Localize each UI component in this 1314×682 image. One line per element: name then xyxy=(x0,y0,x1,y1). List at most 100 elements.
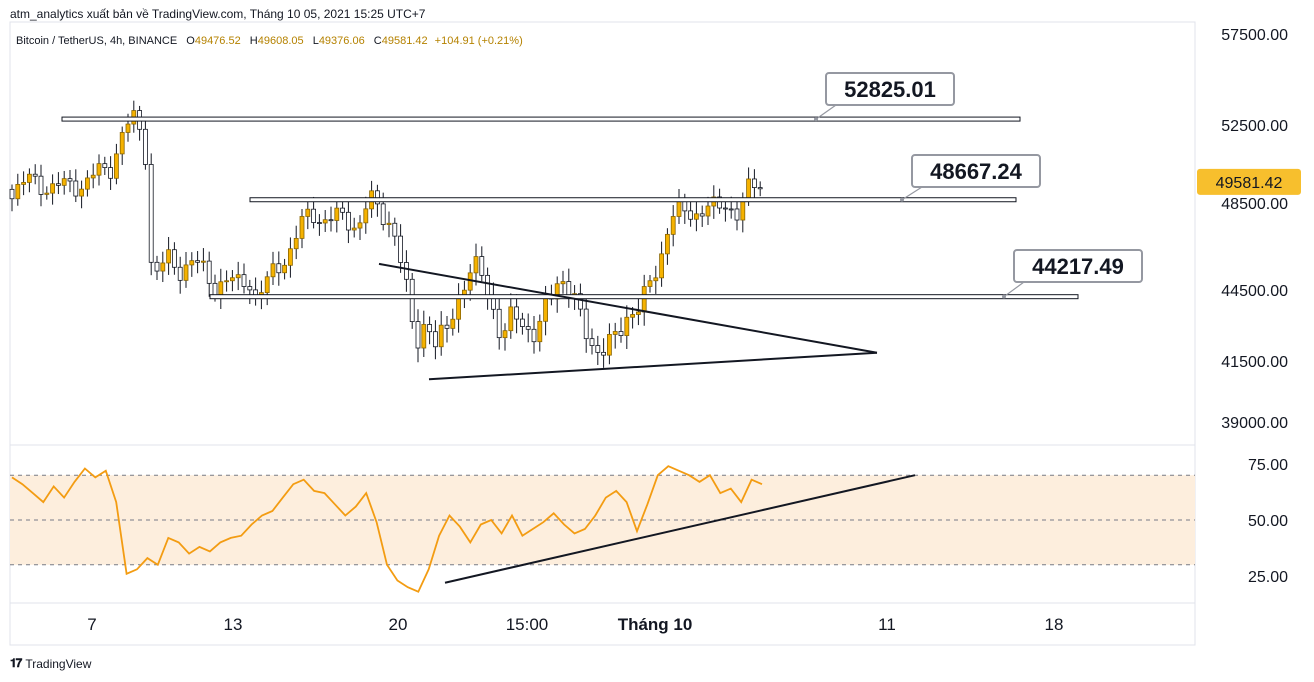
candle-down xyxy=(177,266,183,281)
last-price-label: 49581.42 xyxy=(1216,175,1283,192)
candle-up xyxy=(386,222,392,225)
last-price-tag xyxy=(1197,168,1301,195)
candle-down xyxy=(148,164,154,263)
candle-up xyxy=(694,213,699,220)
candle-up xyxy=(160,262,166,272)
candle-up xyxy=(705,205,711,217)
candle-up xyxy=(200,260,206,263)
candle-up xyxy=(630,314,635,318)
low-value: 49376.06 xyxy=(318,35,365,47)
candle-down xyxy=(9,188,15,200)
candle-down xyxy=(276,263,282,274)
candle-up xyxy=(456,296,462,320)
change-value: +104.91 (+0.21%) xyxy=(434,35,523,47)
candle-up xyxy=(357,222,363,229)
rsi-tick-label: 75.00 xyxy=(1248,457,1288,474)
callout-anchor xyxy=(900,197,904,202)
price-tick-label: 39000.00 xyxy=(1221,415,1288,432)
candle-up xyxy=(636,311,641,315)
level-callout-label: 48667.24 xyxy=(930,159,1023,184)
candle-down xyxy=(717,196,722,209)
candle-up xyxy=(183,264,189,281)
candle-down xyxy=(403,262,409,280)
level-callout-box xyxy=(825,72,955,106)
high-value: 49608.05 xyxy=(257,35,304,47)
candle-down xyxy=(409,278,415,322)
candle-down xyxy=(195,260,201,263)
candle-up xyxy=(26,173,32,183)
candle-up xyxy=(467,272,473,291)
candle-up xyxy=(421,324,427,349)
candle-down xyxy=(583,308,589,340)
brand-name: TradingView xyxy=(25,656,92,671)
horizontal-level xyxy=(61,116,1021,122)
candle-down xyxy=(241,274,247,287)
candle-down xyxy=(485,274,491,297)
candle-up xyxy=(351,227,357,231)
triangle-upper-line xyxy=(378,262,878,354)
candle-down xyxy=(32,173,38,177)
candle-down xyxy=(531,328,537,343)
time-tick-label: Tháng 10 xyxy=(618,615,693,634)
symbol-info-bar: Bitcoin / TetherUS, 4h, BINANCE O49476.5… xyxy=(16,35,523,47)
candle-down xyxy=(601,351,606,356)
symbol-name[interactable]: Bitcoin / TetherUS, 4h, BINANCE xyxy=(16,35,178,47)
level-callout-box xyxy=(1013,249,1143,283)
candle-down xyxy=(757,187,763,190)
candle-up xyxy=(85,177,90,190)
candle-down xyxy=(67,178,73,182)
open-label: O xyxy=(186,35,195,47)
candle-down xyxy=(688,210,693,220)
candle-down xyxy=(311,208,317,223)
candle-down xyxy=(247,286,253,291)
candle-up xyxy=(508,306,514,332)
candle-up xyxy=(264,276,270,294)
candle-down xyxy=(56,183,61,186)
candle-up xyxy=(670,216,676,235)
open-value: 49476.52 xyxy=(194,35,241,47)
callout-anchor xyxy=(1002,294,1006,299)
price-tick-label: 41500.00 xyxy=(1221,354,1288,371)
candle-up xyxy=(287,248,293,266)
price-tick-label: 44500.00 xyxy=(1221,283,1288,300)
candle-up xyxy=(114,153,119,179)
candle-up xyxy=(96,163,102,176)
candle-down xyxy=(212,282,218,296)
callout-anchor xyxy=(814,117,818,122)
time-tick-label: 13 xyxy=(224,615,243,634)
candle-up xyxy=(537,320,543,343)
candle-up xyxy=(293,238,299,250)
callout-pointer xyxy=(901,186,923,201)
candle-up xyxy=(653,277,659,282)
publisher-line: atm_analytics xuất bản về TradingView.co… xyxy=(10,7,426,21)
candle-down xyxy=(154,261,160,272)
footer-brand: 𝟏𝟕 TradingView xyxy=(10,656,91,671)
candle-up xyxy=(502,330,508,339)
triangle-lower-line xyxy=(428,351,878,381)
candle-down xyxy=(520,318,525,327)
candle-down xyxy=(444,324,450,329)
close-value: 49581.42 xyxy=(381,35,428,47)
level-callout-label: 44217.49 xyxy=(1032,254,1124,279)
candle-up xyxy=(224,280,230,283)
candle-up xyxy=(473,256,479,274)
candle-down xyxy=(340,207,346,213)
candle-down xyxy=(316,222,322,224)
low-label: L xyxy=(312,35,319,47)
candle-up xyxy=(740,199,746,221)
candle-up xyxy=(235,274,241,279)
candle-up xyxy=(450,318,456,329)
price-tick-label: 48500.00 xyxy=(1221,196,1288,213)
time-tick-label: 18 xyxy=(1045,615,1064,634)
callout-pointer xyxy=(1003,281,1025,298)
time-tick-label: 7 xyxy=(87,615,96,634)
tradingview-logo-icon: 𝟏𝟕 xyxy=(10,656,22,670)
rsi-tick-label: 50.00 xyxy=(1248,513,1288,530)
candle-down xyxy=(392,222,398,237)
candle-down xyxy=(752,178,757,188)
candle-up xyxy=(299,216,305,239)
rsi-line xyxy=(11,465,763,593)
time-tick-label: 20 xyxy=(389,615,408,634)
candle-down xyxy=(514,306,519,320)
